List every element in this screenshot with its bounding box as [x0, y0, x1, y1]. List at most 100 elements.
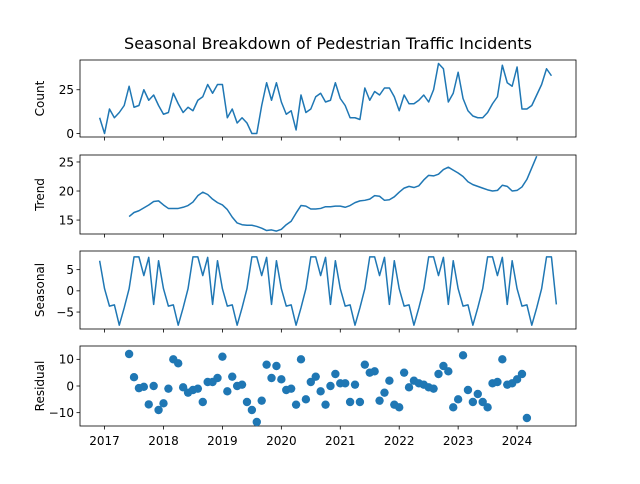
residual-point [458, 351, 468, 360]
x-tick-label: 2023 [443, 434, 474, 448]
x-tick-label: 2020 [266, 434, 297, 448]
residual-point [316, 387, 325, 396]
residual-y-tick-label: 0 [66, 379, 74, 393]
residual-point [493, 377, 502, 387]
residual-point [306, 377, 316, 387]
residual-y-tick-label: −10 [49, 406, 74, 420]
residual-point [468, 397, 478, 407]
residual-point [272, 361, 281, 371]
residual-point [286, 384, 296, 393]
x-tick-label: 2019 [207, 434, 238, 448]
x-tick-label: 2017 [89, 434, 120, 448]
count-y-tick-label: 0 [66, 127, 74, 141]
residual-point [124, 349, 134, 359]
residual-point [399, 368, 409, 377]
residual-point [257, 396, 266, 405]
residual-point [237, 380, 247, 389]
residual-point [129, 373, 139, 382]
residual-point [326, 381, 335, 391]
residual-point [434, 369, 443, 379]
residual-point [267, 373, 276, 383]
seasonal-y-tick-label: −5 [56, 305, 74, 319]
residual-point [144, 400, 153, 409]
seasonal-y-axis-label: Seasonal [33, 263, 47, 317]
residual-point [380, 388, 389, 397]
residual-point [174, 359, 183, 368]
residual-point [331, 369, 340, 379]
x-tick-label: 2021 [325, 434, 356, 448]
residual-point [453, 395, 463, 404]
residual-point [429, 384, 438, 393]
seasonal-y-tick-label: 0 [66, 284, 74, 298]
residual-point [463, 385, 473, 395]
residual-point [478, 397, 487, 407]
residual-point [340, 379, 350, 388]
trend-y-tick-label: 15 [59, 213, 74, 227]
trend-y-tick-label: 25 [59, 155, 74, 169]
residual-point [375, 396, 384, 405]
residual-point [321, 400, 330, 409]
count-series-line [98, 62, 553, 135]
panel-count: 0 25 Count [33, 59, 577, 141]
residual-point [512, 375, 522, 384]
residual-point [498, 355, 507, 364]
residual-point [395, 403, 404, 412]
residual-point [228, 372, 237, 381]
residual-point [193, 384, 203, 393]
residual-point [385, 376, 394, 385]
trend-y-tick-label: 20 [59, 184, 74, 198]
residual-point [370, 367, 379, 376]
residual-point [277, 375, 286, 384]
residual-y-tick-label: 10 [59, 353, 74, 367]
residual-point [522, 413, 532, 423]
residual-point [296, 355, 306, 364]
residual-point [149, 381, 158, 391]
panel-residual: 2017 2018 2019 2020 2021 2022 2023 2024 −10 0 10 Re… [33, 345, 577, 448]
residual-point [483, 403, 492, 412]
residual-point [449, 403, 458, 412]
panel-trend: 15 20 25 Trend [33, 154, 577, 238]
residual-point [247, 405, 257, 415]
residual-point [198, 397, 207, 407]
residual-point [439, 361, 448, 371]
residual-y-axis-label: Residual [33, 361, 47, 412]
seasonal-axes-frame [79, 250, 577, 330]
chart-title: Seasonal Breakdown of Pedestrian Traffic… [124, 34, 532, 53]
count-axes-frame [79, 59, 577, 138]
residual-point [218, 352, 227, 361]
residual-point [473, 389, 482, 399]
count-y-axis-label: Count [33, 80, 47, 116]
residual-point [223, 387, 232, 396]
residual-point [311, 372, 320, 381]
residual-point [154, 405, 163, 415]
residual-point [213, 373, 222, 383]
residual-point [517, 369, 527, 379]
residual-point [291, 400, 301, 409]
panel-seasonal: −5 0 5 Seasonal [33, 250, 577, 333]
x-tick-label: 2022 [384, 434, 415, 448]
residual-point [404, 383, 414, 392]
x-tick-label: 2024 [502, 434, 533, 448]
residual-point [262, 360, 271, 369]
residual-point [178, 383, 188, 392]
residual-point [242, 397, 252, 407]
seasonal-series-line [98, 256, 558, 326]
residual-point [355, 397, 365, 407]
trend-series-line [128, 155, 538, 232]
trend-axes-frame [79, 154, 577, 235]
count-y-tick-label: 25 [59, 83, 74, 97]
trend-y-axis-label: Trend [33, 178, 47, 212]
residual-point [350, 380, 360, 389]
residual-point [444, 367, 453, 376]
x-tick-label: 2018 [148, 434, 179, 448]
residual-point [252, 417, 261, 427]
residual-point [301, 395, 311, 404]
residual-point [139, 382, 149, 391]
residual-point [360, 360, 370, 369]
residual-point [164, 384, 173, 393]
residual-point [159, 399, 168, 408]
seasonal-y-tick-label: 5 [66, 263, 74, 277]
residual-point [345, 397, 355, 407]
